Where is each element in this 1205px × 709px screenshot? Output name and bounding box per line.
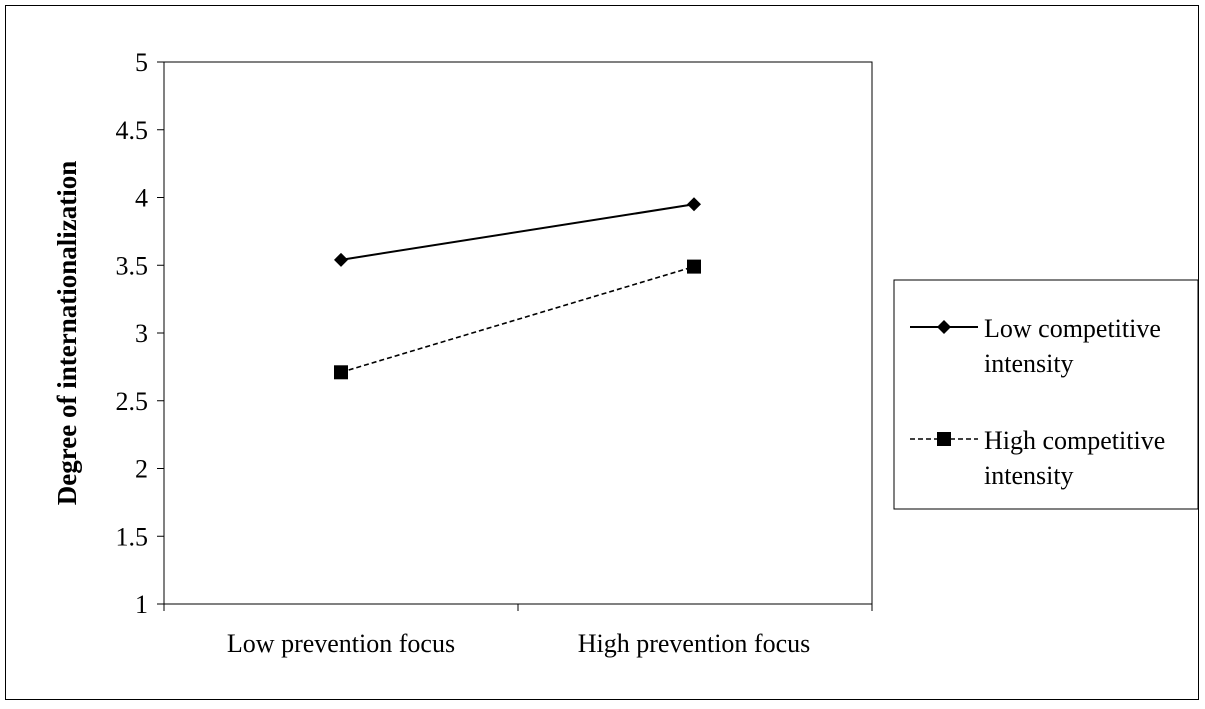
y-tick-label: 4: [135, 184, 148, 213]
y-axis-ticks: 1 1.5 2 2.5 3 3.5 4 4.5 5: [116, 48, 164, 619]
plot-area: [163, 61, 873, 605]
y-tick-label: 2: [135, 455, 148, 484]
series-line: [340, 203, 695, 261]
series-high-competitive-intensity: [334, 259, 701, 380]
y-tick-label: 2.5: [116, 387, 149, 416]
data-point-diamond: [937, 320, 951, 334]
y-axis-title: Degree of internationalization: [52, 161, 82, 505]
series-line: [340, 265, 695, 374]
y-tick-label: 3.5: [116, 251, 149, 280]
y-tick-label: 3: [135, 319, 148, 348]
y-tick-label: 5: [135, 48, 148, 77]
x-category-label-low: Low prevention focus: [227, 629, 455, 658]
data-point-square: [334, 365, 348, 380]
data-point-square: [937, 432, 951, 446]
legend-label-line2: intensity: [984, 461, 1074, 490]
x-axis-ticks: [163, 604, 873, 611]
data-point-square: [687, 259, 701, 274]
legend-label-line1: High competitive: [984, 426, 1165, 455]
x-category-label-high: High prevention focus: [578, 629, 811, 658]
legend-box: [893, 279, 1199, 510]
y-tick-label: 1: [135, 590, 148, 619]
series-layer: [334, 197, 701, 380]
legend-label-line2: intensity: [984, 349, 1074, 378]
y-tick-label: 4.5: [116, 116, 149, 145]
y-tick-label: 1.5: [116, 522, 149, 551]
legend-item: High competitive intensity: [910, 426, 1165, 490]
series-low-competitive-intensity: [334, 197, 701, 267]
legend-item: Low competitive intensity: [910, 314, 1161, 378]
legend-label-line1: Low competitive: [984, 314, 1161, 343]
data-point-diamond: [334, 252, 348, 267]
data-point-diamond: [687, 197, 701, 212]
